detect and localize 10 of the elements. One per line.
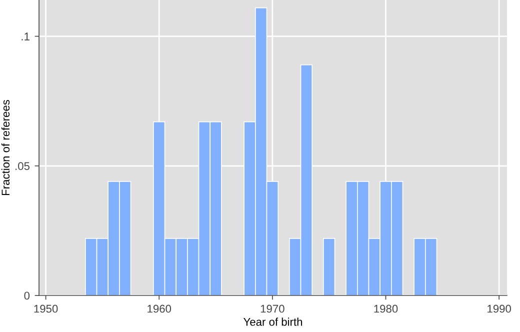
y-tick-label: 0 (24, 292, 30, 300)
y-axis-title: Fraction of referees (1, 100, 10, 195)
y-tick-label: .1 (22, 32, 30, 40)
x-tick-label: 1960 (148, 304, 172, 313)
x-tick-label: 1950 (34, 304, 58, 313)
x-tick-label: 1970 (260, 304, 284, 313)
x-axis-title: Year of birth (243, 318, 302, 326)
x-tick-label: 1990 (488, 304, 511, 313)
x-tick-label: 1980 (374, 304, 398, 313)
y-tick-label: .05 (16, 162, 30, 170)
